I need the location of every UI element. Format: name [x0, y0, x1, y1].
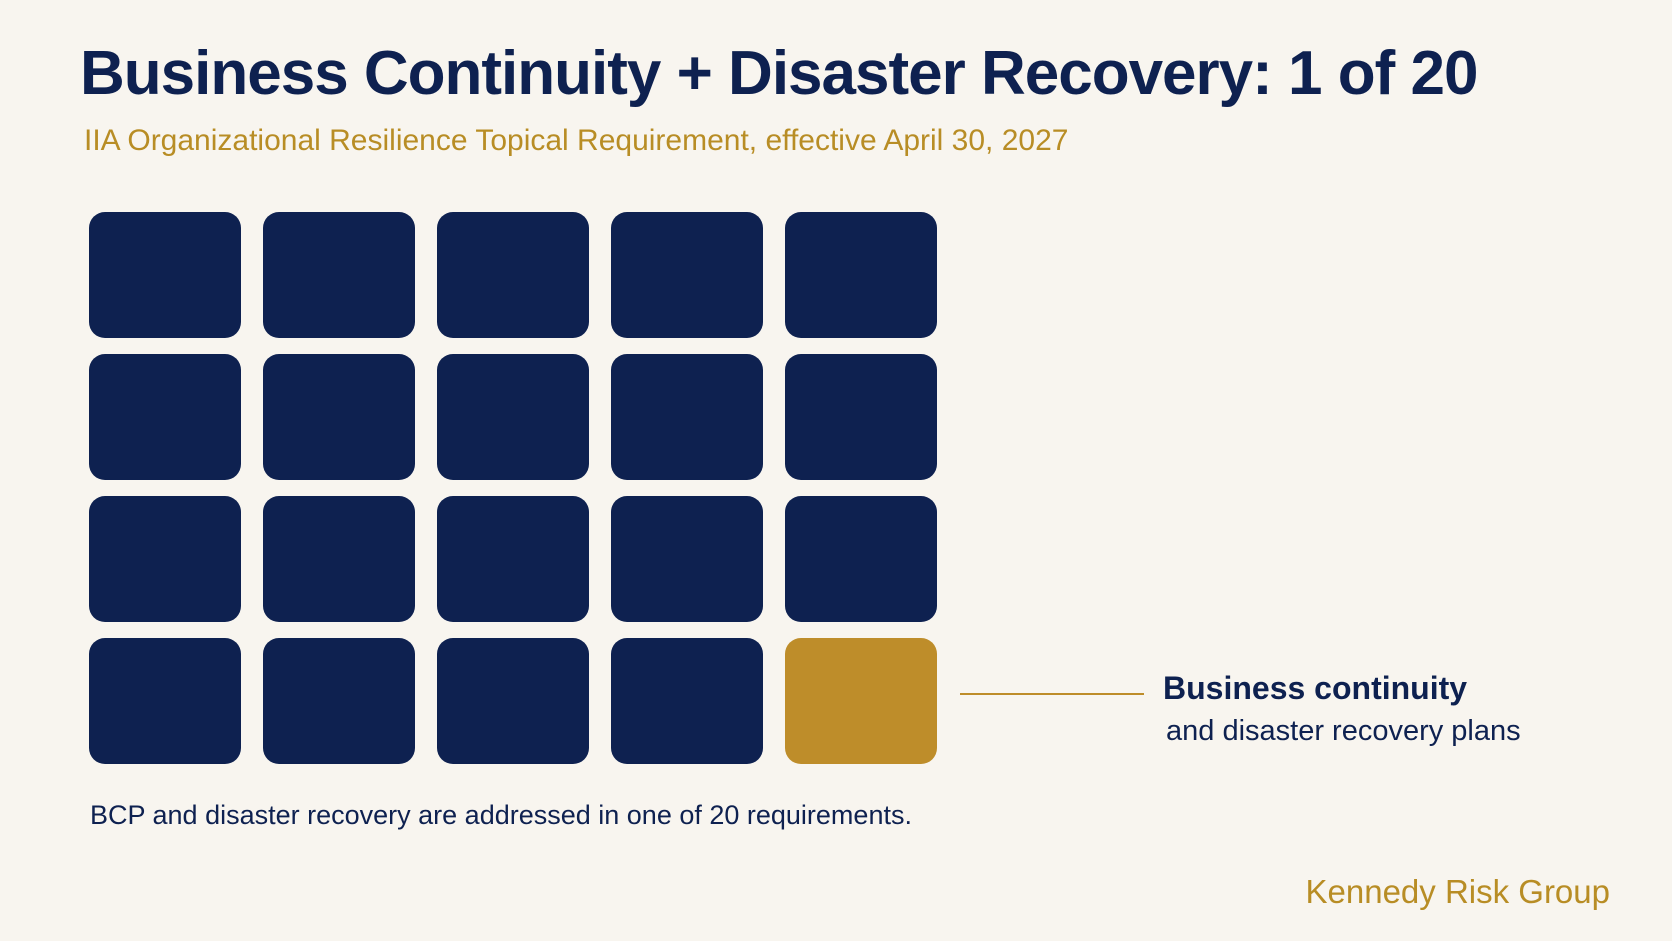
- waffle-tile: [611, 212, 763, 338]
- callout-subtitle: and disaster recovery plans: [1166, 715, 1521, 747]
- waffle-tile: [611, 496, 763, 622]
- brand-name: Kennedy Risk Group: [1305, 873, 1611, 910]
- waffle-tile: [263, 212, 415, 338]
- page-title: Business Continuity + Disaster Recovery:…: [80, 39, 1478, 108]
- callout-title: Business continuity: [1163, 670, 1468, 706]
- waffle-tile: [437, 354, 589, 480]
- waffle-tile: [263, 496, 415, 622]
- waffle-tile: [89, 354, 241, 480]
- waffle-tile: [89, 638, 241, 764]
- waffle-tile-highlighted: [785, 638, 937, 764]
- waffle-grid: [89, 212, 937, 766]
- waffle-tile: [785, 496, 937, 622]
- page-subtitle: IIA Organizational Resilience Topical Re…: [84, 124, 1069, 157]
- callout-leader-line: [960, 693, 1144, 695]
- waffle-tile: [437, 638, 589, 764]
- waffle-tile: [263, 638, 415, 764]
- waffle-tile: [611, 638, 763, 764]
- waffle-tile: [437, 496, 589, 622]
- chart-note: BCP and disaster recovery are addressed …: [90, 800, 912, 830]
- waffle-tile: [263, 354, 415, 480]
- waffle-tile: [89, 496, 241, 622]
- waffle-tile: [611, 354, 763, 480]
- waffle-tile: [785, 354, 937, 480]
- waffle-tile: [89, 212, 241, 338]
- waffle-tile: [437, 212, 589, 338]
- waffle-tile: [785, 212, 937, 338]
